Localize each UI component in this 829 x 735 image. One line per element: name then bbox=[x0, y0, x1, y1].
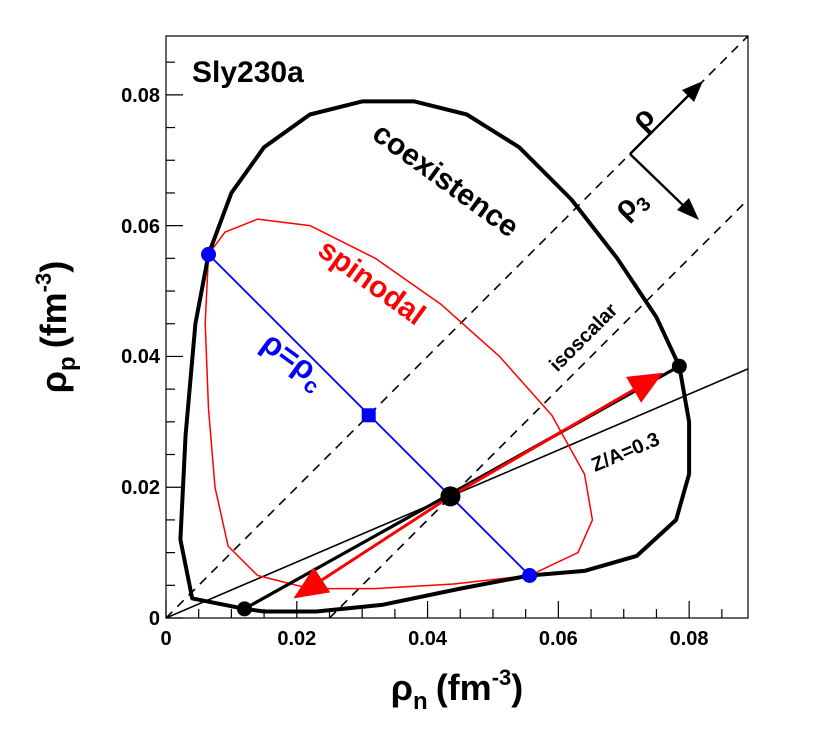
rho-rho3-axes: ρ ρ3 bbox=[607, 81, 703, 230]
rho3-axis-label: ρ3 bbox=[607, 181, 656, 230]
xtick-label-3: 0.06 bbox=[539, 628, 578, 650]
x-axis-close: ) bbox=[511, 667, 523, 708]
rho-axis-label: ρ bbox=[625, 100, 661, 136]
chart-title: Sly230a bbox=[192, 56, 304, 89]
y-axis-close: ) bbox=[33, 261, 74, 273]
za-label: Z/A=0.3 bbox=[588, 428, 663, 476]
x-axis-main: ρ bbox=[391, 667, 413, 708]
rho3-axis-stem bbox=[629, 153, 689, 211]
x-axis-title: ρn (fm-3) bbox=[391, 665, 524, 715]
coexistence-point-low bbox=[236, 601, 252, 617]
rho-axis-stem bbox=[629, 90, 694, 155]
red-arrow-up-shaft bbox=[449, 388, 635, 498]
central-point bbox=[440, 486, 461, 507]
x-axis-sub: n bbox=[413, 688, 428, 715]
coexistence-curve bbox=[178, 99, 692, 614]
rho3-arrowhead-icon bbox=[677, 198, 699, 220]
xtick-label-0: 0 bbox=[160, 628, 171, 650]
ytick-label-4: 0.08 bbox=[121, 85, 160, 107]
ytick-label-2: 0.04 bbox=[121, 346, 161, 368]
spinodal-point-lower bbox=[522, 567, 538, 583]
coexistence-point-high bbox=[671, 358, 687, 374]
isoscalar-square-point bbox=[361, 408, 376, 423]
red-arrow-down-head bbox=[293, 567, 331, 599]
xtick-label-4: 0.08 bbox=[670, 628, 709, 650]
y-axis-title: ρp (fm-3) bbox=[31, 261, 81, 394]
plot-frame bbox=[165, 35, 749, 619]
y-axis-unit: (fm bbox=[33, 292, 74, 348]
xtick-label-1: 0.02 bbox=[277, 628, 316, 650]
ytick-label-1: 0.02 bbox=[121, 477, 160, 499]
markers-group bbox=[201, 246, 687, 617]
x-axis-unit: (fm bbox=[436, 667, 492, 708]
y-axis-main: ρ bbox=[33, 371, 74, 393]
spinodal-curve bbox=[204, 218, 594, 590]
rho-c-label: ρ=ρc bbox=[252, 324, 334, 399]
spinodal-label: spinodal bbox=[312, 233, 431, 332]
ytick-label-0: 0 bbox=[149, 608, 160, 630]
x-axis-exp: -3 bbox=[492, 665, 512, 690]
xtick-label-2: 0.04 bbox=[408, 628, 448, 650]
ytick-label-3: 0.06 bbox=[121, 216, 160, 238]
y-axis-exp: -3 bbox=[31, 273, 56, 293]
y-axis-sub: p bbox=[54, 356, 81, 371]
y-axis-ticks bbox=[166, 61, 183, 619]
rho-arrowhead-icon bbox=[682, 81, 703, 102]
parallel-dashed-line bbox=[328, 198, 748, 618]
spinodal-point-upper bbox=[201, 246, 217, 262]
red-arrow-up-head bbox=[626, 372, 663, 403]
red-arrow-down-shaft bbox=[321, 495, 452, 582]
